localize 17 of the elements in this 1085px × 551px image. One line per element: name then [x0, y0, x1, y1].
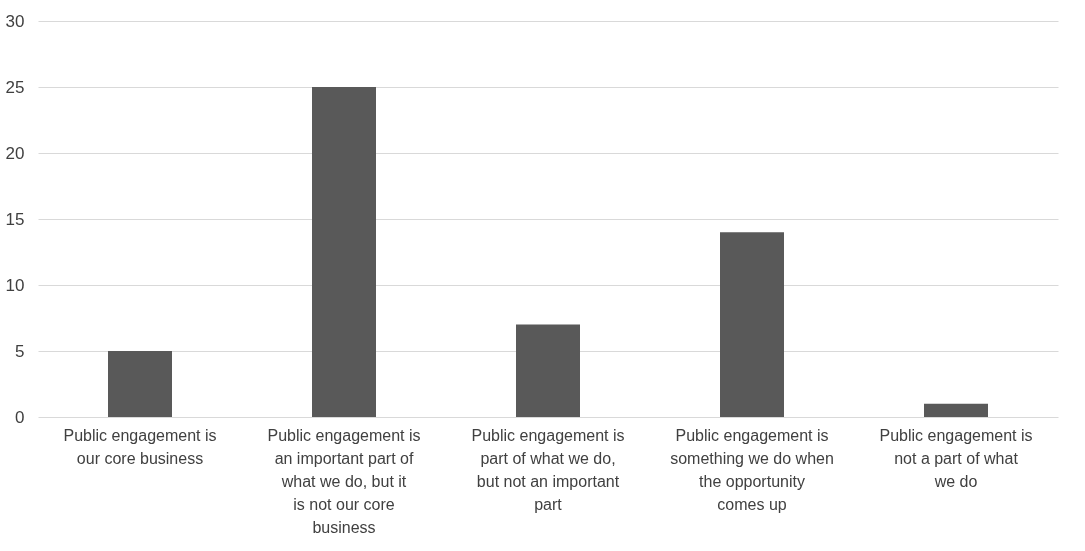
- y-tick-label: 10: [5, 275, 25, 295]
- bar: [108, 351, 172, 417]
- x-tick-label: Public engagement is something we do when the opportunity comes up: [670, 426, 834, 513]
- x-tick-label: Public engagement is part of what we do, but not an important part: [471, 426, 625, 513]
- y-tick-label: 25: [5, 77, 25, 97]
- y-tick-label: 5: [15, 341, 25, 361]
- x-tick-label: Public engagement is an important part of what we do, but it is not our core business: [267, 426, 421, 536]
- x-tick-label: Public engagement is not a part of what we do: [879, 426, 1033, 490]
- x-tick-label: Public engagement is our core business: [63, 426, 217, 467]
- y-tick-label: 30: [5, 11, 25, 31]
- bar: [516, 324, 580, 417]
- bar: [720, 232, 784, 417]
- y-tick-label: 20: [5, 143, 25, 163]
- y-tick-label: 15: [5, 209, 25, 229]
- y-tick-label: 0: [15, 407, 25, 427]
- bar: [924, 403, 988, 417]
- bar: [312, 87, 376, 417]
